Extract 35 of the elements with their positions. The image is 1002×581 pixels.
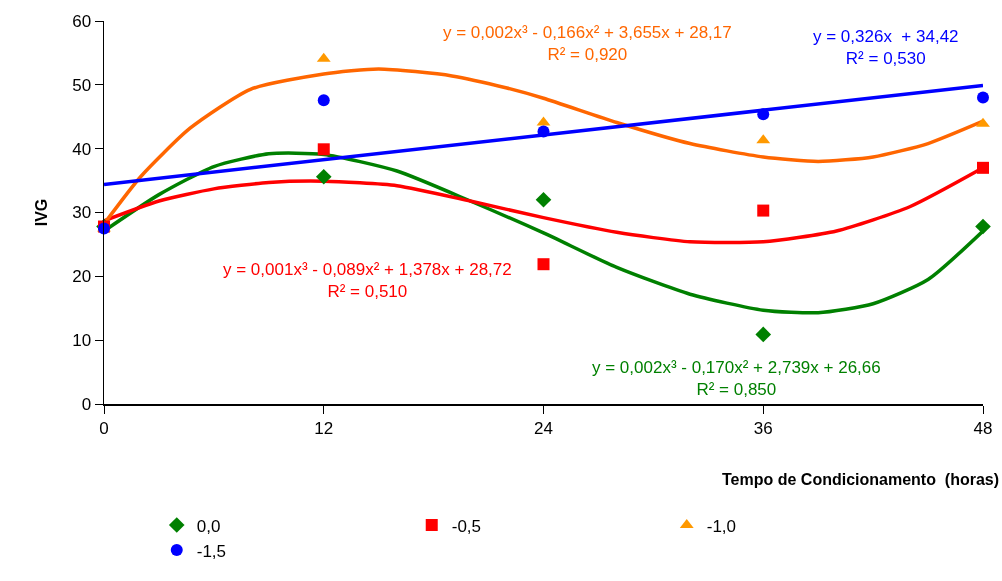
legend-label: -0,5 bbox=[451, 516, 482, 536]
legend-label: -1,5 bbox=[196, 541, 227, 561]
point bbox=[317, 143, 330, 156]
point bbox=[537, 258, 550, 271]
x-tick-label: 0 bbox=[99, 418, 109, 438]
y-tick-label: 40 bbox=[72, 139, 92, 159]
y-tick-label: 60 bbox=[72, 11, 92, 31]
point bbox=[315, 168, 332, 185]
y-tick-label: 0 bbox=[81, 394, 92, 414]
annotation: y = 0,326x + 34,42 R² = 0,530 bbox=[813, 27, 959, 69]
annotation: y = 0,002x³ - 0,170x² + 2,739x + 26,66 R² = 0,850 bbox=[592, 358, 881, 400]
point bbox=[537, 125, 550, 138]
x-tick-label: 48 bbox=[973, 418, 993, 438]
x-tick-label: 12 bbox=[314, 418, 334, 438]
x-axis-title: Tempo de Condicionamento (horas) bbox=[722, 471, 1000, 488]
annotation: y = 0,001x³ - 0,089x² + 1,378x + 28,72 R² = 0,510 bbox=[223, 260, 512, 302]
y-tick-label: 30 bbox=[72, 203, 92, 223]
legend-label: -1,0 bbox=[706, 516, 737, 536]
y-tick-label: 20 bbox=[72, 267, 92, 287]
y-axis-title: IVG bbox=[33, 198, 51, 227]
legend-label: 0,0 bbox=[196, 516, 221, 536]
point bbox=[755, 326, 772, 343]
point bbox=[317, 94, 330, 107]
x-tick-label: 36 bbox=[753, 418, 773, 438]
point bbox=[975, 218, 991, 235]
point bbox=[977, 161, 989, 174]
point bbox=[535, 191, 552, 208]
point bbox=[757, 204, 770, 217]
y-tick-label: 50 bbox=[72, 75, 92, 95]
point bbox=[976, 117, 990, 127]
point bbox=[977, 91, 989, 104]
y-tick-label: 10 bbox=[72, 331, 92, 351]
x-tick-label: 24 bbox=[534, 418, 553, 438]
point bbox=[757, 108, 770, 121]
annotation: y = 0,002x³ - 0,166x² + 3,655x + 28,17 R² = 0,920 bbox=[443, 23, 732, 65]
